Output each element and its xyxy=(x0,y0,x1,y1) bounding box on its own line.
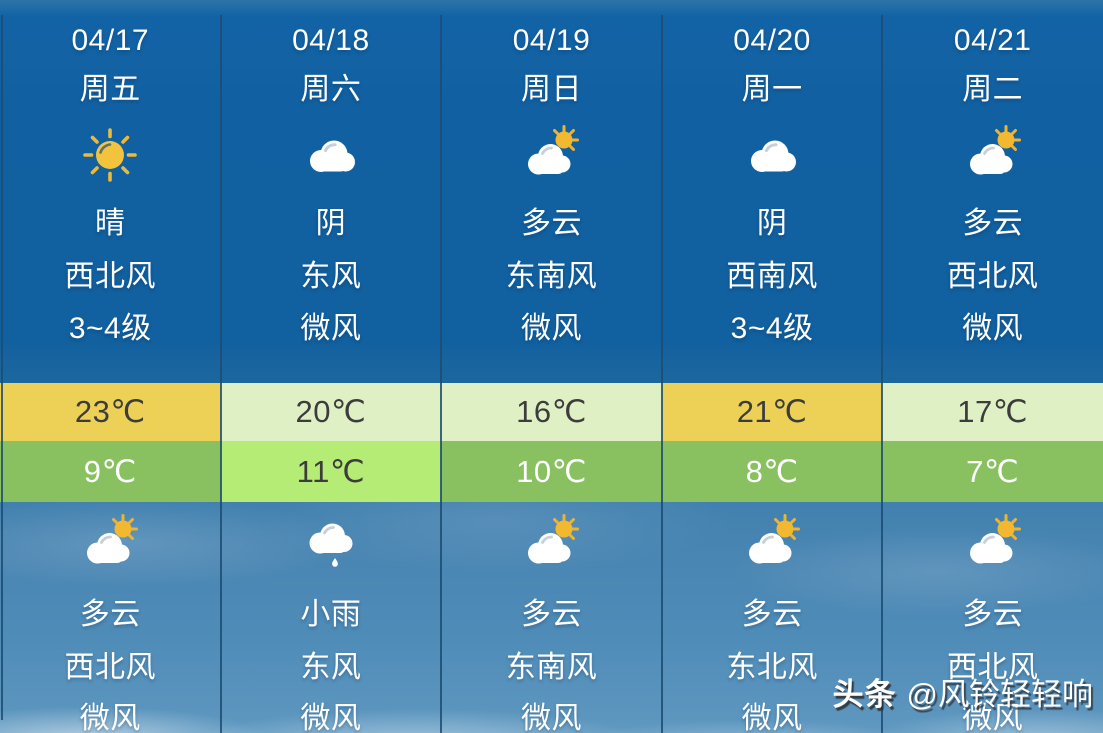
weekday-label: 周五 xyxy=(79,73,141,106)
high-temp-cell: 21℃ xyxy=(661,383,883,441)
overcast-icon xyxy=(662,123,883,187)
day-wind-direction: 西北风 xyxy=(946,260,1039,293)
day-section: 04/18 周六 阴 东风 微风 xyxy=(221,23,442,383)
day-wind-power: 3~4级 xyxy=(68,312,152,345)
partly-cloudy-icon xyxy=(662,512,883,576)
high-temp-cell: 20℃ xyxy=(220,383,442,441)
night-wind-direction: 东南风 xyxy=(505,651,598,684)
night-section: 多云 东北风 微风 xyxy=(662,512,883,733)
weekday-label: 周六 xyxy=(300,73,362,106)
low-temp-cell: 7℃ xyxy=(882,441,1103,502)
low-temp-cell: 9℃ xyxy=(0,441,221,502)
day-condition: 阴 xyxy=(756,207,788,240)
low-temp-cell: 11℃ xyxy=(220,441,442,502)
forecast-column-0419: 04/19 周日 多云 东南风 微风 16℃ 10℃ 多云 东南风 微风 xyxy=(441,0,663,733)
weekday-label: 周日 xyxy=(520,73,582,106)
forecast-column-0418: 04/18 周六 阴 东风 微风 20℃ 11℃ 小雨 东风 微风 xyxy=(220,0,442,733)
day-condition: 多云 xyxy=(962,207,1024,240)
watermark-handle: @风铃轻轻响 xyxy=(906,677,1093,712)
day-condition: 多云 xyxy=(520,207,582,240)
day-wind-power: 微风 xyxy=(300,312,362,345)
light-rain-icon xyxy=(221,512,442,576)
overcast-icon xyxy=(221,123,442,187)
night-wind-power: 微风 xyxy=(520,702,582,733)
night-wind-power: 微风 xyxy=(962,702,1024,733)
day-wind-direction: 西南风 xyxy=(726,260,818,293)
weekday-label: 周一 xyxy=(741,73,803,106)
high-temp-cell: 17℃ xyxy=(882,383,1103,441)
watermark-brand: 头条 xyxy=(832,677,897,712)
day-section: 04/17 周五 晴 西北风 3~4级 xyxy=(0,23,221,383)
watermark: 头条 @风铃轻轻响 xyxy=(833,678,1093,712)
date-label: 04/20 xyxy=(733,24,811,57)
low-temp-cell: 10℃ xyxy=(441,441,662,502)
sunny-icon xyxy=(0,123,221,187)
day-wind-power: 微风 xyxy=(520,312,582,345)
partly-cloudy-icon xyxy=(441,512,662,576)
night-section: 多云 西北风 微风 xyxy=(882,512,1103,733)
day-wind-power: 3~4级 xyxy=(730,312,814,345)
night-wind-power: 微风 xyxy=(300,702,362,733)
day-condition: 晴 xyxy=(95,207,126,240)
night-wind-direction: 西北风 xyxy=(946,651,1039,684)
forecast-column-0417: 04/17 周五 晴 西北风 3~4级 23℃ 9℃ 多云 西北风 微风 xyxy=(0,0,222,733)
night-condition: 小雨 xyxy=(300,598,362,631)
night-condition: 多云 xyxy=(520,598,582,631)
weekday-label: 周二 xyxy=(962,73,1024,106)
day-section: 04/20 周一 阴 西南风 3~4级 xyxy=(662,23,883,383)
night-wind-direction: 西北风 xyxy=(64,651,157,684)
partly-cloudy-icon xyxy=(882,123,1103,187)
day-section: 04/21 周二 多云 西北风 微风 xyxy=(882,23,1103,383)
low-temp-cell: 8℃ xyxy=(661,441,883,502)
night-condition: 多云 xyxy=(79,598,141,631)
night-section: 小雨 东风 微风 xyxy=(221,512,442,733)
night-wind-direction: 东北风 xyxy=(726,651,818,684)
partly-cloudy-icon xyxy=(441,123,662,187)
forecast-column-0421: 04/21 周二 多云 西北风 微风 17℃ 7℃ 多云 西北风 微风 xyxy=(882,0,1103,733)
day-section: 04/19 周日 多云 东南风 微风 xyxy=(441,23,662,383)
date-label: 04/18 xyxy=(292,24,370,57)
date-label: 04/17 xyxy=(71,24,150,57)
night-wind-direction: 东风 xyxy=(300,651,362,684)
partly-cloudy-icon xyxy=(0,512,221,576)
night-wind-power: 微风 xyxy=(741,702,803,733)
partly-cloudy-icon xyxy=(882,512,1103,576)
night-condition: 多云 xyxy=(962,598,1024,631)
high-temp-cell: 23℃ xyxy=(0,383,221,441)
night-condition: 多云 xyxy=(741,598,803,631)
date-label: 04/19 xyxy=(512,24,591,57)
day-wind-direction: 东风 xyxy=(300,260,362,293)
night-section: 多云 西北风 微风 xyxy=(0,512,221,733)
night-section: 多云 东南风 微风 xyxy=(441,512,662,733)
date-label: 04/21 xyxy=(953,24,1032,57)
day-wind-direction: 东南风 xyxy=(505,260,598,293)
high-temp-cell: 16℃ xyxy=(441,383,662,441)
day-wind-direction: 西北风 xyxy=(64,260,157,293)
forecast-column-0420: 04/20 周一 阴 西南风 3~4级 21℃ 8℃ 多云 东北风 微风 xyxy=(661,0,883,733)
day-condition: 阴 xyxy=(315,207,347,240)
night-wind-power: 微风 xyxy=(79,702,141,733)
day-wind-power: 微风 xyxy=(962,312,1024,345)
